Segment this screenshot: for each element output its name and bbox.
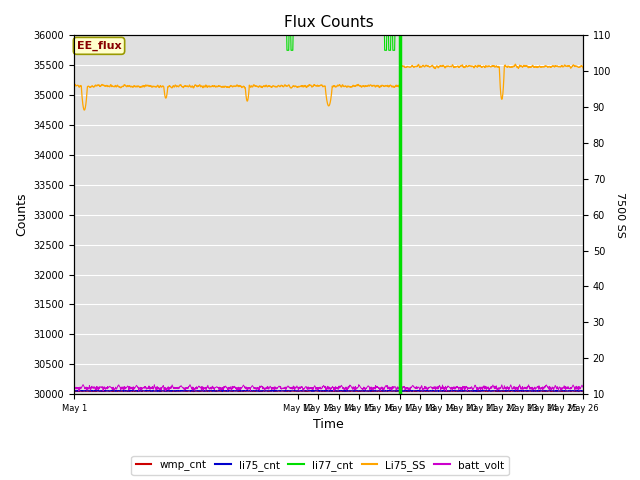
Legend: wmp_cnt, li75_cnt, li77_cnt, Li75_SS, batt_volt: wmp_cnt, li75_cnt, li77_cnt, Li75_SS, ba… [131, 456, 509, 475]
Title: Flux Counts: Flux Counts [284, 15, 374, 30]
Y-axis label: Counts: Counts [15, 193, 28, 237]
Y-axis label: 7500 SS: 7500 SS [615, 192, 625, 238]
X-axis label: Time: Time [313, 419, 344, 432]
Text: EE_flux: EE_flux [77, 41, 122, 51]
